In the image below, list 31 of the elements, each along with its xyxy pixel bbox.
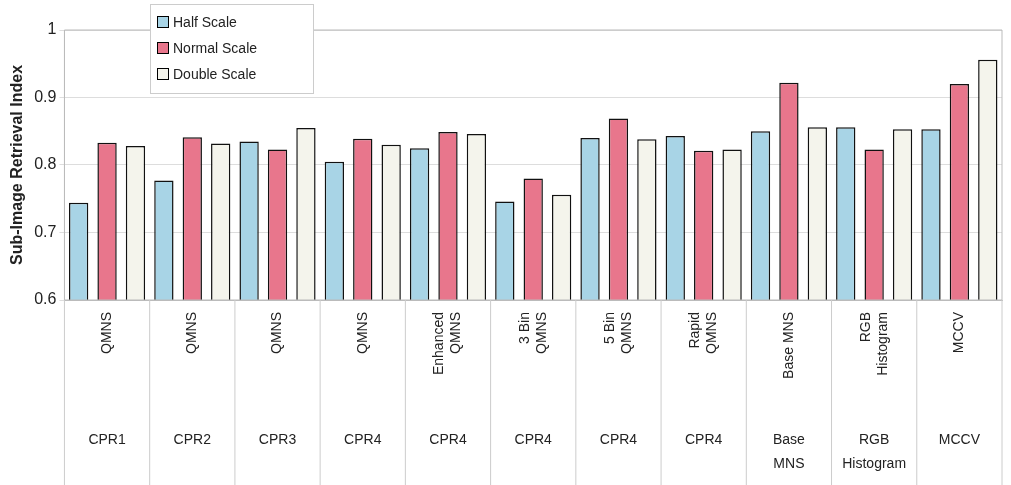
text: RGB Histogram: [842, 430, 907, 471]
x-tick-label: Enhanced QMNS: [430, 312, 464, 376]
x-tick-label: MCCV: [950, 311, 967, 354]
text: Base MNS: [772, 430, 806, 471]
y-tick-label: 1: [47, 20, 57, 38]
text: CPR4: [514, 430, 553, 447]
text: CPR1: [88, 430, 126, 447]
legend-label: Normal Scale: [173, 40, 258, 56]
x-tick-label: QMNS: [97, 312, 114, 354]
x-tick-label: Rapid QMNS: [686, 312, 720, 354]
y-tick-label: 0.9: [34, 87, 57, 105]
x-tick-label: Base MNS: [779, 312, 796, 379]
text: MCCV: [938, 430, 981, 447]
text: CPR4: [599, 430, 638, 447]
x-tick-label: 5 Bin QMNS: [600, 312, 634, 354]
text: CPR4: [429, 430, 467, 447]
x-tick-label: QMNS: [183, 312, 200, 354]
y-axis-title: Sub-Image Retrieval Index: [8, 64, 26, 266]
y-tick-label: 0.7: [34, 222, 57, 240]
text: CPR3: [258, 430, 297, 447]
y-tick-label: 0.6: [34, 290, 57, 308]
y-tick-label: 0.8: [34, 155, 57, 173]
text: CPR4: [685, 430, 723, 447]
text: CPR4: [344, 430, 382, 447]
x-tick-label: RGB Histogram: [856, 312, 890, 376]
x-tick-label: 3 Bin QMNS: [515, 312, 549, 354]
legend-label: Double Scale: [173, 66, 257, 82]
x-tick-label: QMNS: [268, 312, 285, 354]
x-tick-label: QMNS: [353, 312, 370, 354]
legend-label: Half Scale: [173, 14, 237, 30]
text: CPR2: [173, 430, 212, 447]
